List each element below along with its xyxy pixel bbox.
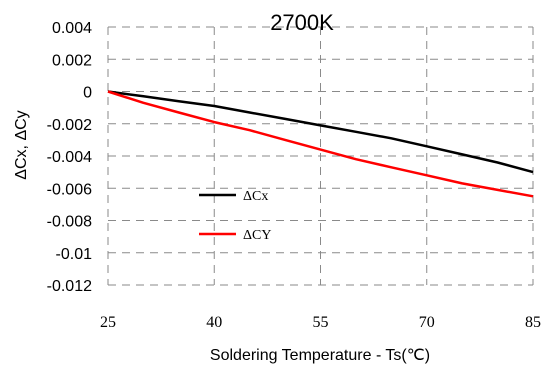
chart-title: 2700K — [270, 10, 334, 35]
x-tick-label: 25 — [100, 314, 116, 331]
legend-label: ΔCx — [243, 189, 268, 204]
x-tick-label: 70 — [419, 314, 435, 331]
y-tick-label: -0.002 — [47, 117, 92, 134]
x-axis-ticks: 25 40 55 70 85 — [100, 314, 541, 331]
series-lines — [107, 90, 534, 198]
y-tick-label: -0.004 — [47, 149, 92, 166]
series-line-dcy — [107, 90, 534, 198]
x-tick-label: 55 — [313, 314, 329, 331]
y-tick-label: 0.002 — [52, 52, 92, 69]
y-tick-label: -0.01 — [56, 246, 93, 263]
legend: ΔCx ΔCY — [199, 189, 271, 243]
legend-label: ΔCY — [243, 228, 271, 243]
y-axis-label: ΔCx, ΔCy — [13, 110, 30, 179]
y-tick-label: -0.006 — [47, 181, 92, 198]
y-tick-label: 0.004 — [52, 20, 92, 37]
series-line-dcx — [107, 90, 534, 174]
x-axis-label: Soldering Temperature - Ts(℃) — [210, 347, 430, 364]
y-axis-ticks: 0.004 0.002 0 -0.002 -0.004 -0.006 -0.008 -0.01… — [47, 20, 92, 295]
y-tick-label: -0.008 — [47, 214, 92, 231]
y-tick-label: -0.012 — [47, 278, 92, 295]
x-tick-label: 40 — [206, 314, 222, 331]
y-tick-label: 0 — [83, 85, 92, 102]
grid — [107, 26, 534, 286]
x-tick-label: 85 — [525, 314, 541, 331]
